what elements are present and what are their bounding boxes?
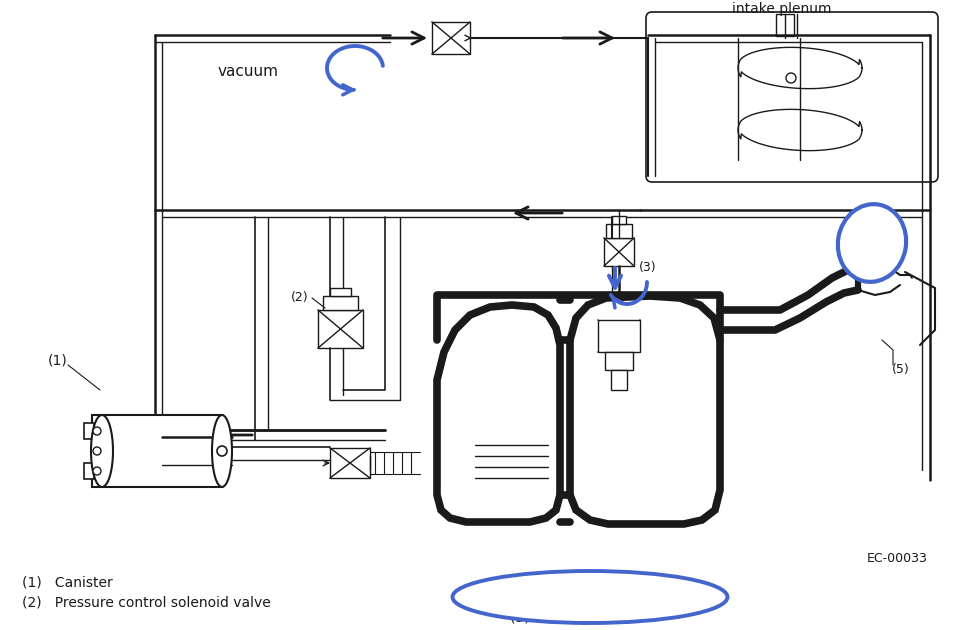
Bar — [84, 423, 94, 439]
Text: EC-00033: EC-00033 — [867, 551, 928, 564]
Bar — [598, 320, 640, 352]
Bar — [330, 448, 370, 478]
Ellipse shape — [838, 204, 906, 282]
Text: (4): (4) — [869, 241, 887, 255]
Bar — [330, 288, 351, 296]
Bar — [606, 224, 632, 238]
Bar — [318, 310, 363, 348]
Text: intake plenum: intake plenum — [732, 2, 831, 16]
Text: (5)   Filler gun: (5) Filler gun — [510, 611, 607, 625]
Bar — [92, 415, 222, 487]
Circle shape — [217, 446, 227, 456]
Circle shape — [93, 467, 101, 475]
Text: (1)   Canister: (1) Canister — [22, 575, 112, 589]
Text: (1): (1) — [48, 353, 68, 367]
Bar — [776, 14, 794, 36]
Text: (3): (3) — [639, 261, 657, 275]
Bar — [432, 22, 470, 54]
Circle shape — [93, 447, 101, 455]
Text: (4)   Shut-off valve: closed: (4) Shut-off valve: closed — [498, 590, 682, 604]
Text: (2)   Pressure control solenoid valve: (2) Pressure control solenoid valve — [22, 596, 271, 610]
Bar — [611, 370, 627, 390]
Ellipse shape — [91, 415, 113, 487]
Text: vacuum: vacuum — [218, 64, 279, 79]
Bar — [605, 352, 633, 370]
Bar — [612, 216, 626, 224]
Bar — [323, 296, 358, 310]
Bar — [604, 238, 634, 266]
Ellipse shape — [212, 415, 232, 487]
Circle shape — [93, 427, 101, 435]
Ellipse shape — [452, 571, 728, 623]
Circle shape — [786, 73, 796, 83]
Bar — [84, 463, 94, 479]
Text: (2): (2) — [290, 292, 308, 304]
Text: (5): (5) — [892, 364, 910, 377]
FancyBboxPatch shape — [646, 12, 938, 182]
